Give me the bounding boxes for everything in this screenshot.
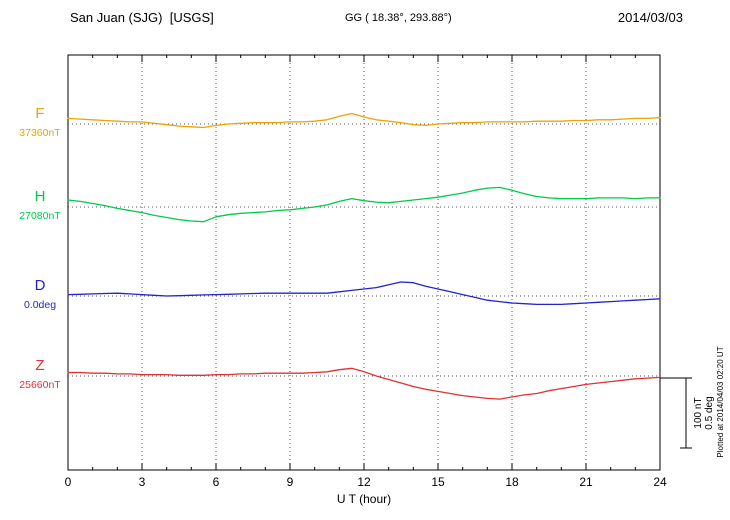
series-letter-D: D xyxy=(34,277,46,294)
series-letter-F: F xyxy=(35,105,45,122)
trace-D xyxy=(67,281,661,306)
series-label-D: D 0.0deg xyxy=(8,278,72,311)
geo-coords: GG ( 18.38°, 293.88°) xyxy=(345,12,452,24)
series-baseline-D: 0.0deg xyxy=(23,299,57,311)
x-tick-label: 0 xyxy=(65,475,72,489)
x-tick-label: 6 xyxy=(213,475,220,489)
series-letter-H: H xyxy=(34,188,46,205)
scale-label-deg: 0.5 deg xyxy=(704,396,715,429)
series-label-Z: Z 25660nT xyxy=(8,358,72,391)
trace-F xyxy=(67,112,661,129)
series-letter-Z: Z xyxy=(35,357,45,374)
x-tick-label: 21 xyxy=(579,475,593,489)
x-tick-label: 3 xyxy=(139,475,146,489)
series-baseline-F: 37360nT xyxy=(19,127,61,139)
station-title: San Juan (SJG) [USGS] xyxy=(70,10,214,25)
trace-Z xyxy=(67,367,661,400)
x-axis-label: U T (hour) xyxy=(336,492,392,506)
series-label-H: H 27080nT xyxy=(8,189,72,222)
x-tick-label: 24 xyxy=(653,475,667,489)
series-baseline-Z: 25660nT xyxy=(19,379,61,391)
trace-H xyxy=(67,186,661,223)
plot-date: 2014/03/03 xyxy=(617,10,683,25)
x-tick-label: 12 xyxy=(357,475,371,489)
series-label-F: F 37360nT xyxy=(8,106,72,139)
plotted-note: Plotted at 2014/04/03 02:20 UT xyxy=(716,346,725,457)
series-baseline-H: 27080nT xyxy=(19,210,61,222)
x-tick-label: 9 xyxy=(287,475,294,489)
x-tick-label: 15 xyxy=(431,475,445,489)
x-tick-label: 18 xyxy=(505,475,519,489)
scale-label-nt: 100 nT xyxy=(693,397,704,428)
